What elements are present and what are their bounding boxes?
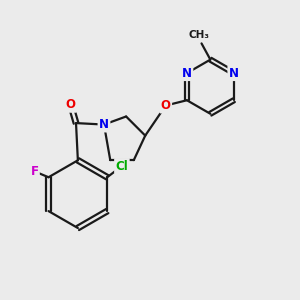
Text: O: O — [161, 99, 171, 112]
Text: CH₃: CH₃ — [188, 30, 209, 40]
Text: N: N — [229, 67, 239, 80]
Text: N: N — [182, 67, 192, 80]
Text: O: O — [66, 98, 76, 111]
Text: N: N — [99, 118, 109, 131]
Text: Cl: Cl — [116, 160, 128, 172]
Text: F: F — [30, 165, 38, 178]
